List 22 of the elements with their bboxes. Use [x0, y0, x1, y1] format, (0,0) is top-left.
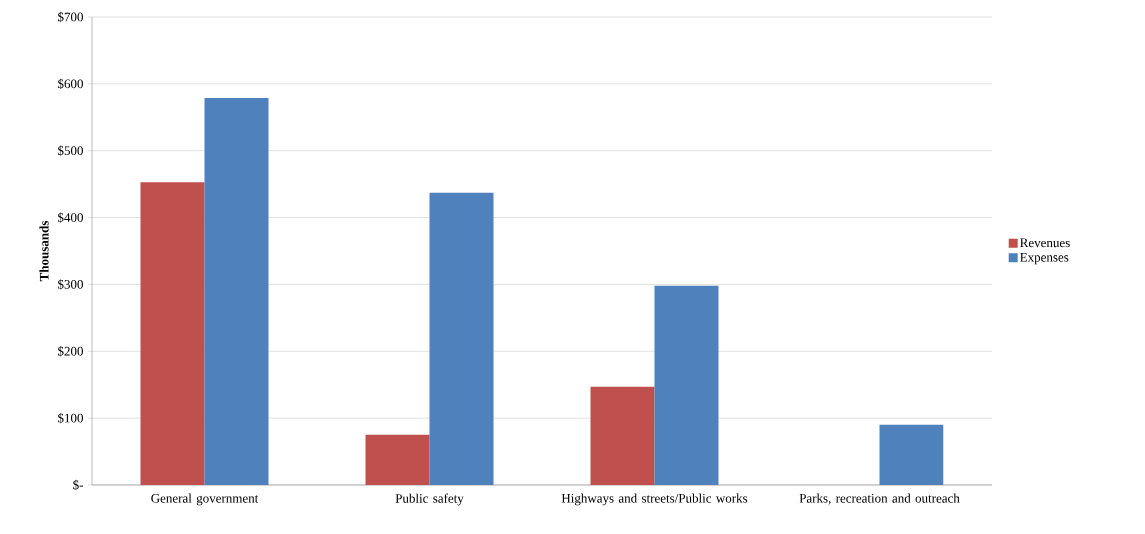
bar	[654, 285, 719, 485]
legend-label: Expenses	[1020, 252, 1069, 265]
x-tick-label: Highways and streets/Public works	[561, 493, 748, 506]
bar	[140, 182, 205, 485]
bar	[429, 192, 494, 485]
y-tick-label: $400	[58, 212, 83, 223]
y-tick-label: $600	[58, 78, 83, 90]
legend-label: Revenues	[1020, 238, 1070, 248]
x-tick-label: Parks, recreation and outreach	[799, 493, 960, 505]
y-tick-label: $-	[73, 479, 84, 491]
y-tick-label: $700	[58, 11, 83, 23]
y-tick-label: $500	[58, 145, 83, 156]
x-tick-label: Public safety	[395, 493, 464, 506]
bar	[204, 97, 269, 485]
y-axis-title: Thousands	[39, 220, 49, 282]
y-tick-label: $100	[58, 412, 83, 424]
y-tick-label: $200	[58, 346, 83, 357]
bar	[590, 386, 655, 485]
bar	[879, 424, 944, 485]
x-tick-label: General government	[151, 493, 259, 506]
y-tick-label: $300	[58, 279, 83, 290]
bar	[365, 434, 430, 485]
